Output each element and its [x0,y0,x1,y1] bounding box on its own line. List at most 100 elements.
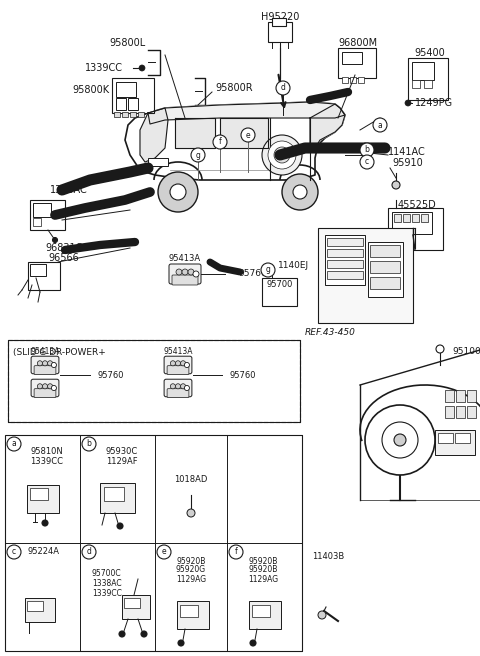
Text: e: e [162,548,166,556]
Circle shape [176,269,182,275]
Bar [180,605,198,617]
Bar [408,58,448,100]
Circle shape [119,631,125,637]
Bar [25,598,55,622]
Text: (SLID'G DR-POWER+: (SLID'G DR-POWER+ [13,348,106,357]
Text: g: g [195,150,201,159]
Circle shape [176,361,180,366]
Circle shape [276,81,290,95]
Text: 95920B: 95920B [176,556,206,565]
Circle shape [7,437,21,451]
Circle shape [42,384,48,389]
Bar [370,261,400,273]
Text: a: a [378,121,383,129]
Polygon shape [175,118,215,148]
Text: 95413A: 95413A [163,347,193,356]
Bar [318,228,413,323]
Text: 95100B: 95100B [452,348,480,356]
Circle shape [51,363,57,367]
Text: f: f [235,548,238,556]
Bar [112,78,154,113]
Text: 95760: 95760 [230,371,256,380]
Circle shape [141,631,147,637]
Bar [262,278,297,306]
Text: b: b [365,146,370,155]
Bar [424,80,432,88]
Circle shape [360,143,374,157]
Bar [388,208,443,250]
Circle shape [392,181,400,189]
Bar [28,262,60,290]
Text: 95920B: 95920B [248,556,278,565]
Bar [128,98,138,110]
Bar [124,598,140,608]
Text: 45525D: 45525D [398,200,437,210]
Bar [116,82,136,97]
Bar [33,218,41,226]
Text: 1338AC: 1338AC [50,185,88,195]
FancyBboxPatch shape [164,356,192,374]
Bar [342,77,348,83]
Circle shape [139,65,145,71]
Polygon shape [125,102,345,180]
Bar [412,62,434,80]
Bar [456,390,465,402]
Text: 95930C: 95930C [106,447,138,456]
Circle shape [52,237,58,243]
Text: 1129AG: 1129AG [248,575,278,583]
Circle shape [373,118,387,132]
Bar [456,406,465,418]
Text: 95810N: 95810N [31,447,63,456]
Text: 95700C: 95700C [92,569,121,577]
Circle shape [42,520,48,526]
Circle shape [193,271,199,277]
Bar [252,605,270,617]
Bar [358,77,364,83]
Polygon shape [220,118,268,148]
Circle shape [365,405,435,475]
Text: 1338AC: 1338AC [92,579,121,588]
Circle shape [241,128,255,142]
Text: 96831C: 96831C [45,243,83,253]
Bar [467,390,476,402]
Polygon shape [148,102,345,124]
Circle shape [82,437,96,451]
Text: 95760: 95760 [238,270,267,279]
Text: 95700: 95700 [267,280,293,289]
Bar [412,80,420,88]
Circle shape [436,345,444,353]
Bar [116,98,126,110]
Bar [5,435,302,651]
Bar [412,214,419,222]
FancyBboxPatch shape [31,356,59,374]
Polygon shape [310,104,345,148]
Text: 1018AD: 1018AD [174,476,208,485]
Circle shape [360,155,374,169]
Circle shape [274,147,290,163]
Circle shape [176,384,180,389]
Bar [467,406,476,418]
Text: 95800R: 95800R [215,83,252,93]
Bar [148,158,168,166]
Text: c: c [12,548,16,556]
Polygon shape [140,108,168,162]
Circle shape [157,545,171,559]
Circle shape [405,100,411,106]
Bar [8,340,300,422]
Text: H95220: H95220 [261,12,299,22]
Bar [368,242,403,297]
Bar [249,601,281,629]
Bar [30,264,46,276]
FancyBboxPatch shape [31,379,59,397]
Circle shape [42,361,48,366]
Bar [33,203,51,217]
Circle shape [180,361,186,366]
FancyBboxPatch shape [172,275,198,285]
Bar [122,112,128,117]
Bar [325,235,365,285]
Text: REF.43-450: REF.43-450 [305,328,355,337]
Text: 95920G: 95920G [176,565,206,575]
Bar [130,112,136,117]
Bar [435,430,475,455]
Bar [370,277,400,289]
